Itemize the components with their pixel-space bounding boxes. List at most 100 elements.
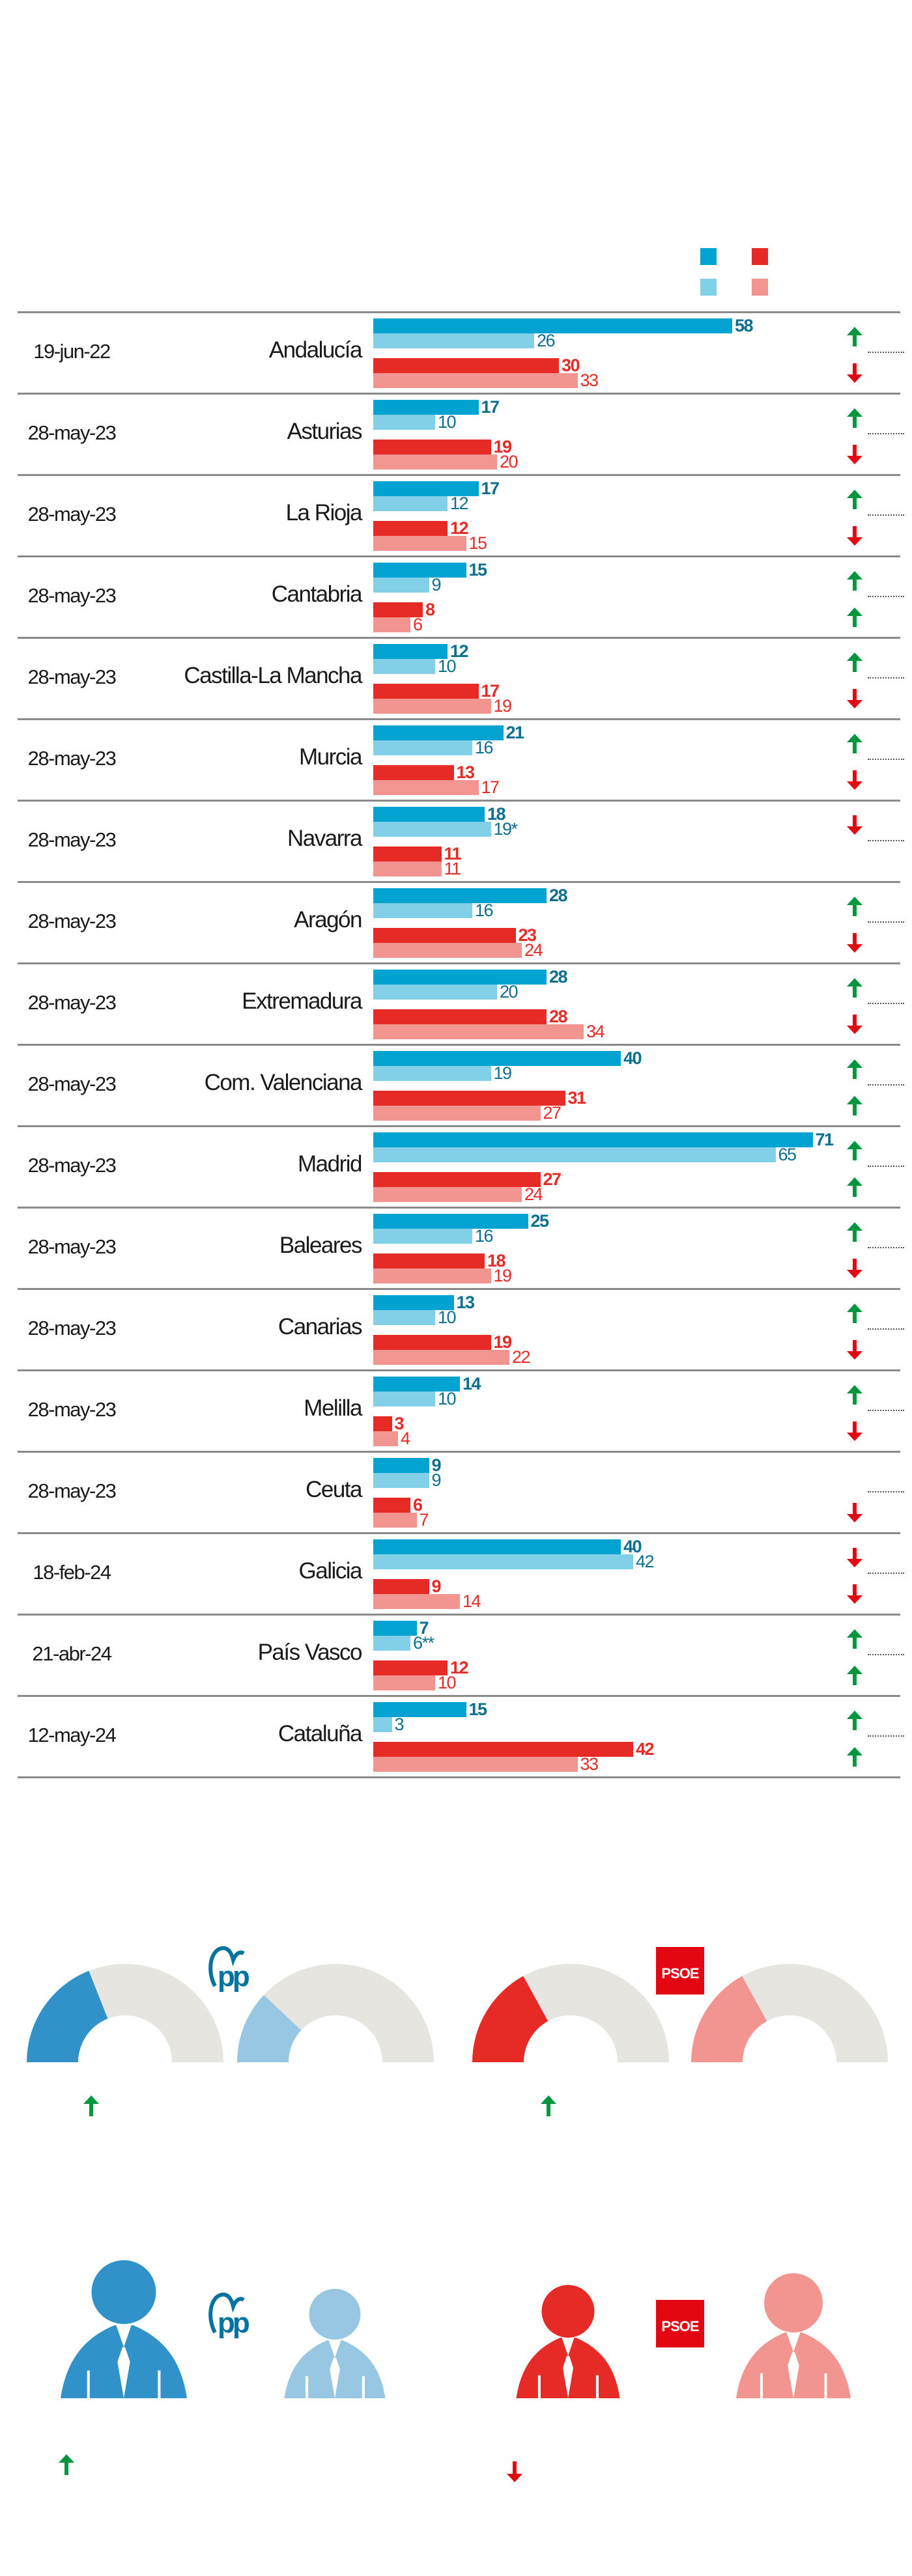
bar-pp-current bbox=[373, 1539, 621, 1554]
arm-gap bbox=[760, 2373, 763, 2398]
arrow-up-icon bbox=[846, 1385, 863, 1405]
row-midline bbox=[868, 759, 904, 760]
value-psoe-previous: 33 bbox=[580, 1754, 599, 1774]
psoe-current-figure bbox=[516, 2285, 620, 2398]
value-pp-current: 28 bbox=[549, 886, 568, 905]
value-pp-previous: 10 bbox=[438, 1389, 457, 1408]
bar-psoe-previous bbox=[373, 617, 410, 632]
row-date: 28-may-23 bbox=[27, 1479, 117, 1502]
row-midline bbox=[868, 1491, 904, 1492]
value-psoe-current: 19 bbox=[493, 1332, 513, 1352]
arrow-up-icon bbox=[846, 1629, 863, 1649]
arm-gap bbox=[824, 2373, 827, 2398]
pp-logo: pp bbox=[208, 2292, 252, 2339]
row-region: Canarias bbox=[278, 1314, 363, 1339]
bar-psoe-current bbox=[373, 358, 559, 373]
value-pp-current: 18 bbox=[487, 804, 506, 824]
row-date: 28-may-23 bbox=[27, 910, 117, 932]
bar-psoe-current bbox=[373, 1416, 392, 1431]
arrow-down-icon bbox=[846, 1015, 863, 1034]
value-pp-current: 28 bbox=[549, 967, 568, 987]
value-psoe-current: 27 bbox=[543, 1169, 562, 1189]
row-date: 28-may-23 bbox=[27, 828, 117, 851]
value-pp-current: 40 bbox=[623, 1048, 642, 1068]
value-psoe-previous: 4 bbox=[401, 1429, 410, 1448]
value-pp-previous: 16 bbox=[475, 738, 494, 757]
value-psoe-previous: 20 bbox=[500, 452, 519, 471]
bar-psoe-current bbox=[373, 765, 454, 780]
value-pp-previous: 65 bbox=[778, 1145, 797, 1164]
value-psoe-previous: 19 bbox=[493, 696, 513, 716]
row-region: Madrid bbox=[298, 1151, 362, 1177]
row-date: 21-abr-24 bbox=[32, 1642, 112, 1665]
row-midline bbox=[868, 1328, 904, 1330]
row-date: 28-may-23 bbox=[27, 503, 117, 525]
row-separator bbox=[18, 1288, 900, 1290]
head bbox=[91, 2260, 156, 2324]
row-midline bbox=[868, 1084, 904, 1085]
arrow-down-icon bbox=[846, 1421, 863, 1441]
value-psoe-current: 6 bbox=[413, 1495, 423, 1515]
row-date: 28-may-23 bbox=[27, 1072, 117, 1095]
row-date: 28-may-23 bbox=[27, 1398, 117, 1421]
row-separator bbox=[18, 1207, 900, 1209]
arrow-down-icon bbox=[846, 815, 863, 835]
gauges-section: pp PSOE bbox=[27, 1946, 888, 2116]
row-date: 12-may-24 bbox=[27, 1724, 117, 1746]
bar-psoe-current bbox=[373, 928, 516, 943]
row-region: Navarra bbox=[287, 826, 362, 851]
row-region: País Vasco bbox=[257, 1640, 363, 1665]
bar-psoe-previous bbox=[373, 455, 497, 469]
value-pp-current: 58 bbox=[735, 316, 754, 335]
bar-psoe-previous bbox=[373, 1350, 509, 1365]
arrow-up-icon bbox=[846, 1177, 863, 1197]
arrow-down-icon bbox=[846, 933, 863, 953]
value-pp-previous: 42 bbox=[636, 1552, 655, 1571]
row-midline bbox=[868, 1247, 904, 1248]
arm-gap bbox=[158, 2370, 161, 2398]
bar-pp-previous bbox=[373, 1310, 435, 1325]
value-psoe-current: 28 bbox=[549, 1007, 568, 1026]
value-psoe-current: 23 bbox=[518, 925, 537, 945]
value-psoe-current: 13 bbox=[456, 763, 476, 782]
bar-pp-current bbox=[373, 1702, 466, 1717]
bar-pp-previous bbox=[373, 1392, 435, 1407]
value-pp-previous: 16 bbox=[475, 901, 494, 920]
row-separator bbox=[18, 800, 900, 802]
arrow-up-icon bbox=[846, 408, 863, 428]
value-psoe-previous: 22 bbox=[512, 1347, 531, 1367]
value-psoe-previous: 7 bbox=[419, 1510, 429, 1530]
bar-psoe-previous bbox=[373, 536, 466, 551]
bar-psoe-previous bbox=[373, 1594, 460, 1609]
value-psoe-previous: 27 bbox=[543, 1103, 562, 1123]
value-pp-previous: 9 bbox=[431, 1470, 442, 1490]
pp-previous-figure bbox=[284, 2289, 386, 2398]
value-psoe-current: 30 bbox=[562, 356, 580, 375]
bar-pp-previous bbox=[373, 415, 435, 430]
bar-psoe-previous bbox=[373, 1513, 417, 1528]
value-pp-previous: 3 bbox=[394, 1715, 405, 1734]
row-separator bbox=[18, 1125, 900, 1127]
bar-pp-previous bbox=[373, 1554, 633, 1569]
row-region: Murcia bbox=[298, 744, 363, 770]
arrow-down-icon bbox=[846, 770, 863, 790]
bar-pp-previous bbox=[373, 985, 497, 1000]
tie bbox=[117, 2347, 130, 2398]
arrow-down-icon bbox=[846, 1340, 863, 1360]
collar bbox=[116, 2325, 132, 2347]
row-region: Cataluña bbox=[278, 1721, 363, 1746]
arrow-down-icon bbox=[846, 445, 863, 464]
collar bbox=[786, 2332, 801, 2353]
tie bbox=[330, 2357, 340, 2398]
value-psoe-current: 17 bbox=[481, 681, 500, 701]
bar-psoe-previous bbox=[373, 1268, 491, 1283]
bar-psoe-previous bbox=[373, 1024, 584, 1039]
arrow-down-icon bbox=[846, 689, 863, 708]
value-psoe-previous: 11 bbox=[444, 859, 462, 878]
row-midline bbox=[868, 1573, 904, 1574]
arrow-down-icon bbox=[846, 526, 863, 546]
value-pp-current: 14 bbox=[463, 1374, 481, 1393]
row-separator bbox=[18, 474, 900, 476]
bar-pp-previous bbox=[373, 822, 491, 837]
arm-gap bbox=[537, 2375, 541, 2398]
